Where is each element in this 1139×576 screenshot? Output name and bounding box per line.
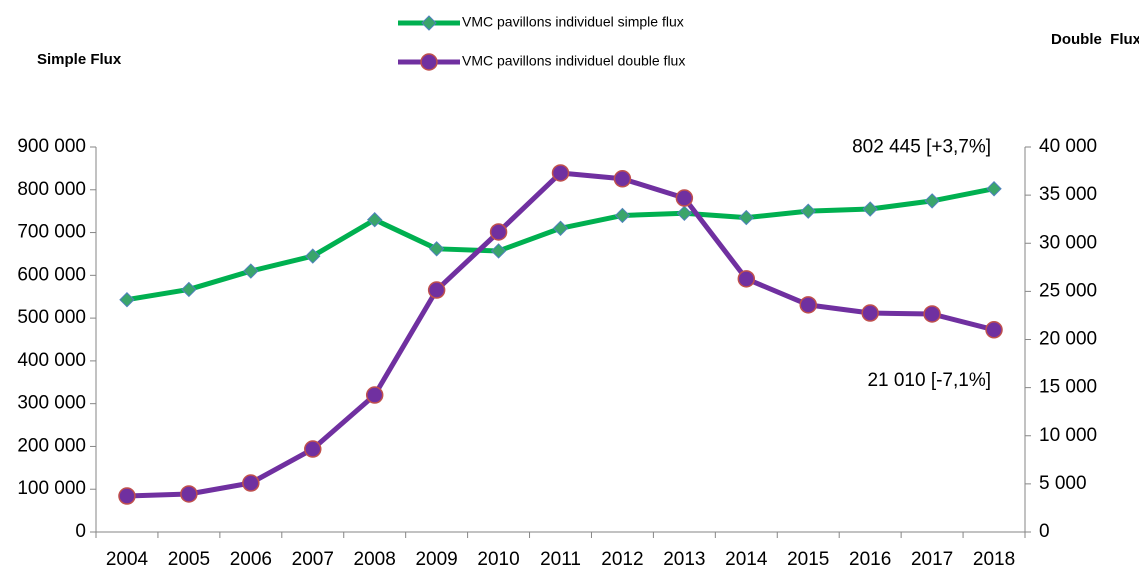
marker [428, 241, 445, 257]
marker [490, 243, 507, 259]
marker [675, 189, 694, 207]
marker [242, 474, 260, 492]
x-tick-label: 2004 [106, 549, 149, 570]
marker [676, 205, 693, 222]
y2-tick-label: 20 000 [1039, 329, 1097, 350]
y-tick-label: 900 000 [17, 136, 86, 157]
y-axis-title: Simple Flux [37, 51, 122, 68]
y-tick-label: 600 000 [17, 264, 86, 285]
marker [243, 263, 259, 279]
annotation: 802 445 [+3,7%] [852, 137, 991, 158]
legend-marker [420, 53, 438, 71]
marker [427, 281, 446, 299]
y2-tick-label: 15 000 [1039, 377, 1097, 398]
y-tick-label: 0 [75, 521, 86, 542]
marker [119, 292, 135, 308]
marker [923, 305, 941, 323]
legend-label: VMC pavillons individuel simple flux [462, 14, 684, 30]
series-line [126, 186, 995, 303]
y-tick-label: 800 000 [17, 179, 86, 200]
x-tick-label: 2018 [973, 549, 1015, 570]
annotation: 21 010 [-7,1%] [867, 370, 991, 391]
marker [614, 207, 631, 224]
x-tick-label: 2010 [477, 549, 519, 570]
x-tick-label: 2012 [601, 549, 643, 570]
marker [738, 209, 755, 226]
marker [799, 296, 817, 314]
y-tick-label: 200 000 [17, 435, 86, 456]
y-tick-label: 500 000 [17, 307, 86, 328]
y2-tick-label: 35 000 [1039, 184, 1097, 205]
marker [365, 386, 384, 404]
x-tick-label: 2006 [230, 549, 272, 570]
marker [180, 485, 198, 503]
x-tick-label: 2017 [911, 549, 953, 570]
x-tick-label: 2008 [354, 549, 396, 570]
y2-tick-label: 10 000 [1039, 425, 1097, 446]
x-tick-label: 2015 [787, 549, 829, 570]
marker [551, 164, 570, 182]
marker [552, 220, 569, 236]
marker [304, 440, 322, 458]
marker [986, 181, 1002, 197]
y-tick-label: 700 000 [17, 222, 86, 243]
legend-label: VMC pavillons individuel double flux [462, 53, 685, 69]
marker [862, 201, 878, 217]
marker [489, 223, 508, 241]
marker [985, 321, 1003, 339]
marker [800, 203, 816, 219]
x-tick-label: 2011 [540, 549, 581, 570]
y-tick-label: 300 000 [17, 393, 86, 414]
x-tick-label: 2016 [849, 549, 891, 570]
marker [366, 212, 383, 228]
marker [181, 281, 197, 298]
y2-tick-label: 0 [1039, 521, 1050, 542]
y2-tick-label: 5 000 [1039, 473, 1087, 494]
y2-tick-label: 30 000 [1039, 232, 1097, 253]
marker [613, 170, 632, 188]
marker [924, 193, 940, 209]
y2-tick-label: 40 000 [1039, 136, 1097, 157]
y2-tick-label: 25 000 [1039, 280, 1097, 301]
marker [305, 248, 321, 264]
y-tick-label: 100 000 [17, 478, 86, 499]
marker [737, 270, 756, 288]
x-tick-label: 2013 [663, 549, 705, 570]
marker [118, 487, 136, 505]
x-tick-label: 2009 [415, 549, 457, 570]
x-tick-label: 2005 [168, 549, 210, 570]
x-tick-label: 2007 [292, 549, 334, 570]
y2-axis-title: Double Flux [1051, 31, 1139, 48]
legend-marker [421, 15, 437, 31]
y-tick-label: 400 000 [17, 350, 86, 371]
marker [861, 304, 879, 322]
x-tick-label: 2014 [725, 549, 768, 570]
